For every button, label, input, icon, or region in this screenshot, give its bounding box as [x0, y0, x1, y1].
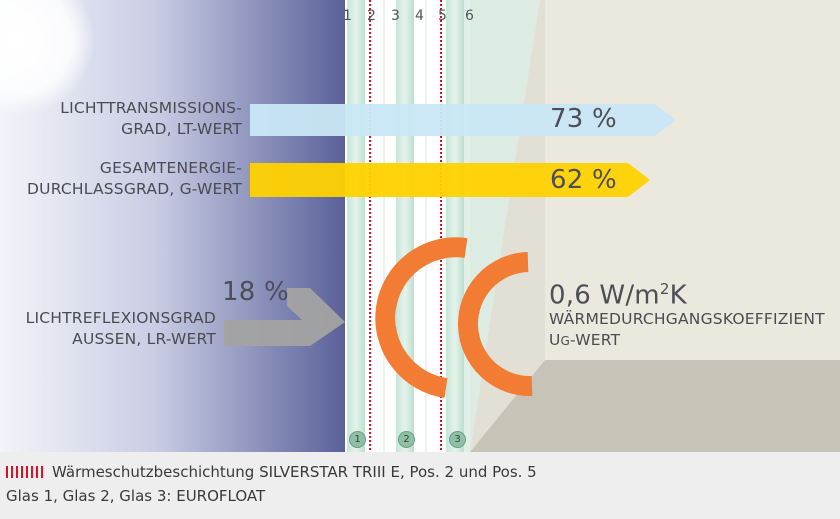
- heat-arc-left: [375, 237, 468, 398]
- glass-badge-3: 3: [449, 431, 466, 448]
- transmission-label-line1: LICHTTRANSMISSIONS-: [60, 99, 242, 117]
- energy-value: 62 %: [550, 165, 617, 195]
- transmission-label-line2: GRAD, LT-WERT: [121, 120, 242, 138]
- thermal-label-subscript: G: [560, 334, 571, 348]
- reflection-value: 18 %: [222, 277, 289, 307]
- thermal-label: WÄRMEDURCHGANGSKOEFFIZIENT UG-WERT: [549, 309, 825, 352]
- reflection-label: LICHTREFLEXIONSGRAD AUSSEN, LR-WERT: [6, 308, 216, 350]
- energy-label-line2: DURCHLASSGRAD, G-WERT: [27, 180, 242, 198]
- energy-arrow: [250, 163, 650, 197]
- glass-badge-2: 2: [398, 431, 415, 448]
- thermal-label-rest: -WERT: [570, 331, 621, 349]
- heat-arc-right: [458, 252, 533, 397]
- thermal-value-exponent: 2: [659, 280, 670, 298]
- reflection-label-line2: AUSSEN, LR-WERT: [72, 330, 216, 348]
- legend-background: [0, 452, 840, 519]
- legend-coating: Wärmeschutzbeschichtung SILVERSTAR TRIII…: [6, 463, 537, 481]
- glass-pane-3: [446, 0, 464, 452]
- legend-coating-text: Wärmeschutzbeschichtung SILVERSTAR TRIII…: [52, 463, 537, 481]
- thermal-value-number: 0,6 W/m: [549, 280, 660, 311]
- pane-number-1: 1: [343, 8, 352, 24]
- reflection-label-line1: LICHTREFLEXIONSGRAD: [25, 309, 216, 327]
- thermal-label-u: U: [549, 331, 561, 349]
- pane-number-2: 2: [367, 8, 376, 24]
- legend-glass: Glas 1, Glas 2, Glas 3: EUROFLOAT: [6, 487, 266, 505]
- transmission-label: LICHTTRANSMISSIONS- GRAD, LT-WERT: [10, 98, 242, 140]
- reflection-arrow: [224, 288, 345, 346]
- pane-number-3: 3: [391, 8, 400, 24]
- glass-badge-1: 1: [349, 431, 366, 448]
- coating-marks-icon: [6, 466, 44, 478]
- thermal-value: 0,6 W/m2K: [549, 280, 687, 311]
- pane-number-6: 6: [465, 8, 474, 24]
- thermal-label-line1: WÄRMEDURCHGANGSKOEFFIZIENT: [549, 310, 825, 328]
- energy-label: GESAMTENERGIE- DURCHLASSGRAD, G-WERT: [10, 158, 242, 200]
- sun-glow: [0, 0, 95, 115]
- pane-number-4: 4: [415, 8, 424, 24]
- energy-label-line1: GESAMTENERGIE-: [99, 159, 242, 177]
- glass-pane-1: [347, 0, 365, 452]
- pane-number-5: 5: [438, 8, 447, 24]
- transmission-value: 73 %: [550, 104, 617, 134]
- thermal-label-line2: UG-WERT: [549, 330, 825, 352]
- transmission-arrow: [250, 104, 676, 136]
- thermal-value-unit: K: [669, 280, 687, 311]
- room-floor: [470, 360, 840, 452]
